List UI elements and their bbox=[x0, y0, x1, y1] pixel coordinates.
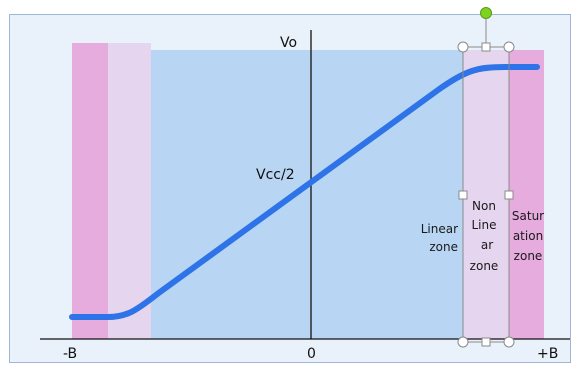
resize-handle-right[interactable] bbox=[504, 190, 514, 200]
resize-handle-top[interactable] bbox=[481, 42, 491, 52]
nonlinear-zone-right-shade bbox=[463, 50, 509, 339]
vo-label: Vo bbox=[280, 35, 297, 51]
nonlinear-zone-label-line1: Non bbox=[472, 199, 496, 213]
vcc2-label: Vcc/2 bbox=[256, 167, 295, 183]
nonlinear-zone-label-line3: ar bbox=[481, 238, 493, 252]
resize-handle-bottom-right[interactable] bbox=[503, 336, 515, 348]
nonlinear-zone-label-line4: zone bbox=[470, 259, 499, 273]
pos-b-label: +B bbox=[537, 346, 558, 362]
saturation-zone-label-line1: Satur bbox=[512, 209, 544, 223]
resize-handle-left[interactable] bbox=[458, 190, 468, 200]
rotation-handle[interactable] bbox=[480, 7, 492, 19]
neg-b-label: -B bbox=[63, 346, 77, 362]
linear-zone-label-line1: Linear bbox=[421, 222, 458, 236]
resize-handle-top-right[interactable] bbox=[503, 41, 515, 53]
linear-zone-label-line2: zone bbox=[429, 240, 458, 254]
transfer-curve bbox=[69, 64, 540, 320]
saturation-zone-left-shade bbox=[72, 43, 108, 339]
saturation-zone-label-line3: zone bbox=[514, 249, 543, 263]
resize-handle-top-left[interactable] bbox=[457, 41, 469, 53]
saturation-zone-right-shade bbox=[509, 50, 544, 339]
zero-label: 0 bbox=[307, 346, 316, 362]
nonlinear-zone-label-line2: Line bbox=[471, 218, 496, 232]
linear-zone-shade bbox=[151, 50, 463, 339]
resize-handle-bottom-left[interactable] bbox=[457, 336, 469, 348]
nonlinear-zone-left-shade bbox=[108, 43, 151, 339]
resize-handle-bottom[interactable] bbox=[481, 337, 491, 347]
saturation-zone-label-line2: ation bbox=[513, 229, 543, 243]
